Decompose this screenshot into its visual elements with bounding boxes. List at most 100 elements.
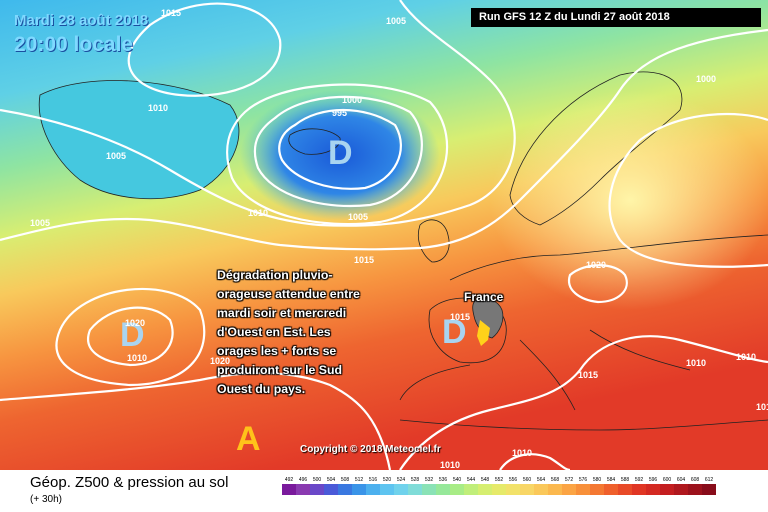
scale-value: 592 [634, 477, 644, 483]
scale-cell: 504 [324, 476, 338, 496]
scale-swatch [408, 484, 422, 495]
scale-value: 512 [354, 477, 364, 483]
isobar-label: 995 [332, 108, 348, 118]
scale-swatch [632, 484, 646, 495]
scale-value: 580 [592, 477, 602, 483]
scale-value: 560 [522, 477, 532, 483]
scale-swatch [618, 484, 632, 495]
scale-cell: 520 [380, 476, 394, 496]
color-scale: 492 496 500 504 508 512 516 520 524 528 532 536 540 5… [282, 476, 716, 496]
greenland-land [38, 80, 240, 200]
scale-value: 496 [298, 477, 308, 483]
scale-value: 564 [536, 477, 546, 483]
scale-value: 492 [284, 477, 294, 483]
scale-value: 584 [606, 477, 616, 483]
isobars [0, 0, 768, 470]
isobar-label: 1005 [30, 218, 51, 228]
scale-cell: 508 [338, 476, 352, 496]
scale-swatch [506, 484, 520, 495]
scale-cell: 540 [450, 476, 464, 496]
scale-value: 524 [396, 477, 406, 483]
scale-value: 540 [452, 477, 462, 483]
scale-value: 536 [438, 477, 448, 483]
scale-swatch [324, 484, 338, 495]
scale-value: 548 [480, 477, 490, 483]
scale-value: 596 [648, 477, 658, 483]
isobar-label: 1010 [686, 358, 707, 368]
scale-value: 544 [466, 477, 476, 483]
scale-cell: 536 [436, 476, 450, 496]
legend-title: Géop. Z500 & pression au sol [30, 474, 229, 491]
high-pressure-center: A [236, 420, 261, 458]
scale-value: 500 [312, 477, 322, 483]
scale-cell: 516 [366, 476, 380, 496]
scale-swatch [282, 484, 296, 495]
isobar-label: 1015 [354, 255, 375, 265]
isobar-label: 1005 [106, 151, 127, 161]
scale-cell: 512 [352, 476, 366, 496]
scale-value: 504 [326, 477, 336, 483]
scale-swatch [576, 484, 590, 495]
scale-cell: 548 [478, 476, 492, 496]
low-pressure-center-atlantic: D [120, 316, 145, 354]
scale-swatch [352, 484, 366, 495]
scale-cell: 544 [464, 476, 478, 496]
scale-cell: 588 [618, 476, 632, 496]
low-pressure-center-iberia: D [442, 313, 467, 351]
scale-value: 520 [382, 477, 392, 483]
scale-value: 576 [578, 477, 588, 483]
forecast-lead-time: (+ 30h) [30, 494, 62, 505]
scale-cell: 560 [520, 476, 534, 496]
scale-value: 516 [368, 477, 378, 483]
scale-swatch [478, 484, 492, 495]
scale-swatch [436, 484, 450, 495]
scale-value: 604 [676, 477, 686, 483]
isobar-label: 1010 [512, 448, 533, 458]
copyright-notice: Copyright © 2018 Meteociel.fr [300, 444, 441, 455]
scale-swatch [534, 484, 548, 495]
scale-swatch [464, 484, 478, 495]
scale-cell: 532 [422, 476, 436, 496]
scale-swatch [380, 484, 394, 495]
scale-swatch [366, 484, 380, 495]
weather-map: Mardi 28 août 2018 20:00 locale Run GFS … [0, 0, 768, 470]
scale-swatch [590, 484, 604, 495]
scale-cell: 580 [590, 476, 604, 496]
scale-value: 508 [340, 477, 350, 483]
isobar-label: 1015 [450, 312, 471, 322]
europe-coastlines [399, 234, 768, 431]
scale-swatch [310, 484, 324, 495]
scale-swatch [394, 484, 408, 495]
scale-cell: 596 [646, 476, 660, 496]
isobar-label: 1000 [696, 74, 717, 84]
scale-value: 612 [704, 477, 714, 483]
isobar-label: 1005 [348, 212, 369, 222]
map-canvas [0, 0, 768, 470]
scale-swatch [422, 484, 436, 495]
scale-cell: 604 [674, 476, 688, 496]
forecast-date: Mardi 28 août 2018 [14, 12, 149, 29]
scale-cell: 496 [296, 476, 310, 496]
isobar-label: 1020 [210, 356, 231, 366]
scale-cell: 584 [604, 476, 618, 496]
isobar-label: 1010 [148, 103, 169, 113]
scale-cell: 592 [632, 476, 646, 496]
forecast-local-time: 20:00 locale [14, 33, 134, 56]
scale-cell: 608 [688, 476, 702, 496]
scale-cell: 600 [660, 476, 674, 496]
scale-swatch [674, 484, 688, 495]
scale-cell: 524 [394, 476, 408, 496]
scale-swatch [702, 484, 716, 495]
warm-ridge [490, 90, 768, 310]
scale-cell: 572 [562, 476, 576, 496]
scale-value: 600 [662, 477, 672, 483]
country-label-france: France [464, 290, 504, 304]
isobar-label: 1015 [578, 370, 599, 380]
isobar-label: 1020 [125, 318, 146, 328]
scale-value: 588 [620, 477, 630, 483]
scale-swatch [604, 484, 618, 495]
low-pressure-center-iceland: D [328, 134, 353, 172]
isobar-label: 1015 [161, 8, 182, 18]
isobar-label: 1010 [127, 353, 148, 363]
scale-cell: 568 [548, 476, 562, 496]
